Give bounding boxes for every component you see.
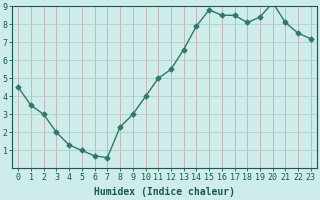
X-axis label: Humidex (Indice chaleur): Humidex (Indice chaleur): [94, 187, 235, 197]
